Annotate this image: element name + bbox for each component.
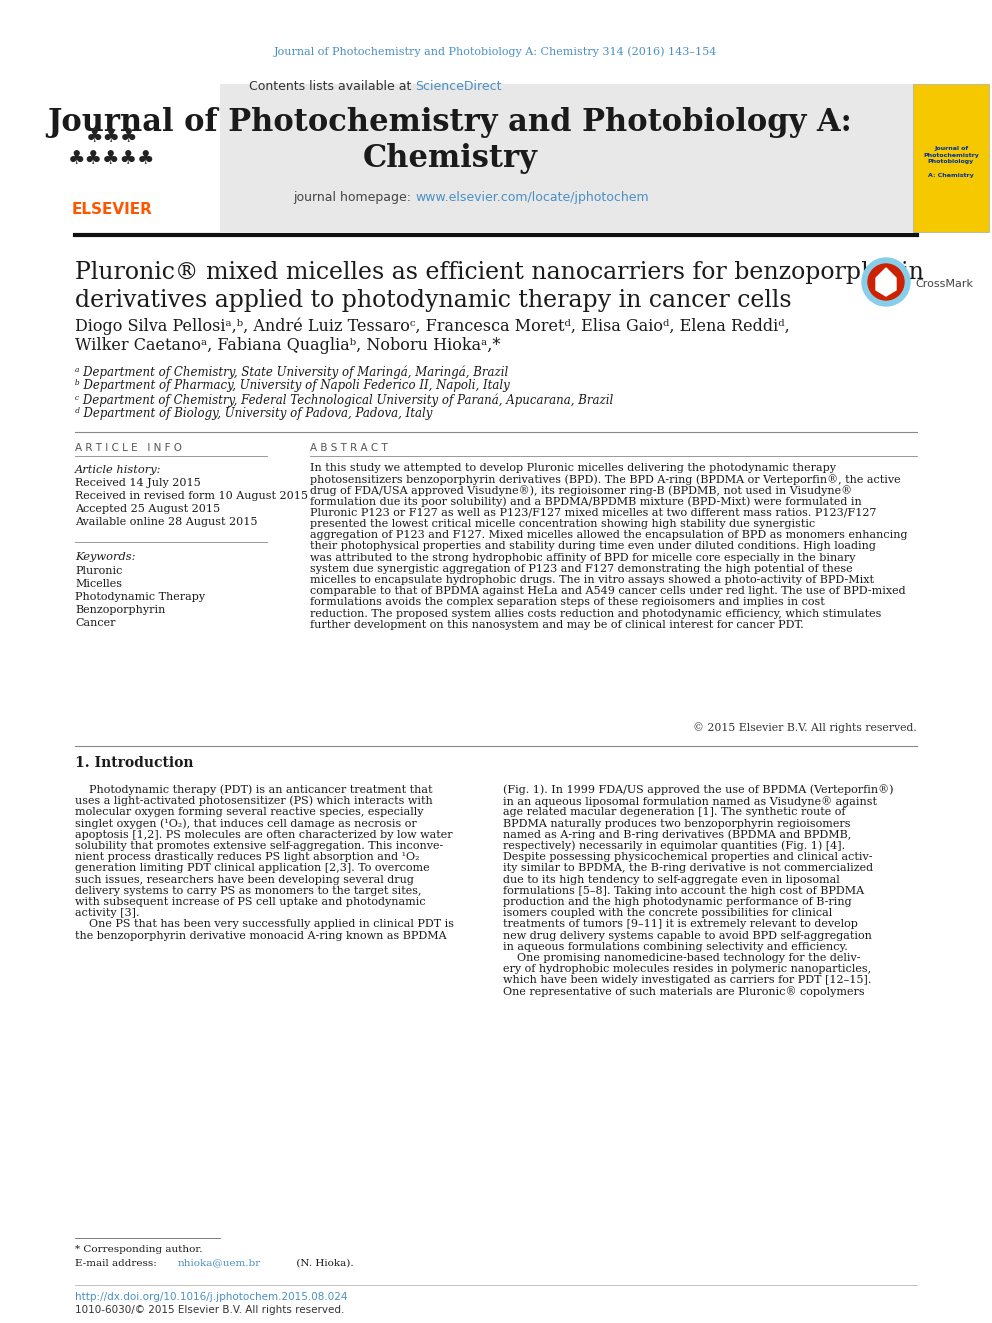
Text: Article history:: Article history: (75, 464, 162, 475)
Text: was attributed to the strong hydrophobic affinity of BPD for micelle core especi: was attributed to the strong hydrophobic… (310, 553, 855, 562)
Text: treatments of tumors [9–11] it is extremely relevant to develop: treatments of tumors [9–11] it is extrem… (503, 919, 858, 929)
Text: (Fig. 1). In 1999 FDA/US approved the use of BPDMA (Verteporfin®): (Fig. 1). In 1999 FDA/US approved the us… (503, 785, 894, 795)
Text: derivatives applied to photodynamic therapy in cancer cells: derivatives applied to photodynamic ther… (75, 288, 792, 311)
Text: the benzoporphyrin derivative monoacid A-ring known as BPDMA: the benzoporphyrin derivative monoacid A… (75, 930, 446, 941)
Text: with subsequent increase of PS cell uptake and photodynamic: with subsequent increase of PS cell upta… (75, 897, 426, 908)
Text: ᵈ Department of Biology, University of Padova, Padova, Italy: ᵈ Department of Biology, University of P… (75, 407, 433, 421)
Text: Diogo Silva Pellosiᵃ,ᵇ, André Luiz Tessaroᶜ, Francesca Moretᵈ, Elisa Gaioᵈ, Elen: Diogo Silva Pellosiᵃ,ᵇ, André Luiz Tessa… (75, 318, 790, 335)
Text: ity similar to BPDMA, the B-ring derivative is not commercialized: ity similar to BPDMA, the B-ring derivat… (503, 864, 873, 873)
Text: singlet oxygen (¹O₂), that induces cell damage as necrosis or: singlet oxygen (¹O₂), that induces cell … (75, 819, 417, 830)
Text: nient process drastically reduces PS light absorption and ¹O₂: nient process drastically reduces PS lig… (75, 852, 420, 863)
Text: CrossMark: CrossMark (915, 279, 973, 288)
Text: One PS that has been very successfully applied in clinical PDT is: One PS that has been very successfully a… (75, 919, 454, 929)
Text: formulation due its poor solubility) and a BPDMA/BPDMB mixture (BPD-Mixt) were f: formulation due its poor solubility) and… (310, 496, 862, 507)
Text: isomers coupled with the concrete possibilities for clinical: isomers coupled with the concrete possib… (503, 908, 832, 918)
Text: comparable to that of BPDMA against HeLa and A549 cancer cells under red light. : comparable to that of BPDMA against HeLa… (310, 586, 906, 597)
Text: solubility that promotes extensive self-aggregation. This inconve-: solubility that promotes extensive self-… (75, 841, 443, 851)
Text: further development on this nanosystem and may be of clinical interest for cance: further development on this nanosystem a… (310, 619, 804, 630)
Text: Received in revised form 10 August 2015: Received in revised form 10 August 2015 (75, 491, 308, 501)
Text: age related macular degeneration [1]. The synthetic route of: age related macular degeneration [1]. Th… (503, 807, 845, 818)
Text: ᵃ Department of Chemistry, State University of Maringá, Maringá, Brazil: ᵃ Department of Chemistry, State Univers… (75, 365, 508, 378)
Text: http://dx.doi.org/10.1016/j.jphotochem.2015.08.024: http://dx.doi.org/10.1016/j.jphotochem.2… (75, 1293, 347, 1302)
Text: molecular oxygen forming several reactive species, especially: molecular oxygen forming several reactiv… (75, 807, 424, 818)
Text: formulations [5–8]. Taking into account the high cost of BPDMA: formulations [5–8]. Taking into account … (503, 886, 864, 896)
Text: One promising nanomedicine-based technology for the deliv-: One promising nanomedicine-based technol… (503, 953, 860, 963)
Text: new drug delivery systems capable to avoid BPD self-aggregation: new drug delivery systems capable to avo… (503, 930, 872, 941)
Text: uses a light-activated photosensitizer (PS) which interacts with: uses a light-activated photosensitizer (… (75, 796, 433, 807)
Text: formulations avoids the complex separation steps of these regioisomers and impli: formulations avoids the complex separati… (310, 598, 824, 607)
Circle shape (862, 258, 910, 306)
Text: in aqueous formulations combining selectivity and efficiency.: in aqueous formulations combining select… (503, 942, 848, 951)
Text: respectively) necessarily in equimolar quantities (Fig. 1) [4].: respectively) necessarily in equimolar q… (503, 840, 845, 851)
Text: Chemistry: Chemistry (362, 143, 538, 173)
Text: activity [3].: activity [3]. (75, 908, 140, 918)
Text: such issues, researchers have been developing several drug: such issues, researchers have been devel… (75, 875, 414, 885)
Text: delivery systems to carry PS as monomers to the target sites,: delivery systems to carry PS as monomers… (75, 886, 422, 896)
Text: reduction. The proposed system allies costs reduction and photodynamic efficienc: reduction. The proposed system allies co… (310, 609, 881, 619)
Text: presented the lowest critical micelle concentration showing high stability due s: presented the lowest critical micelle co… (310, 519, 815, 529)
Bar (75, 83, 220, 232)
Text: generation limiting PDT clinical application [2,3]. To overcome: generation limiting PDT clinical applica… (75, 864, 430, 873)
Text: © 2015 Elsevier B.V. All rights reserved.: © 2015 Elsevier B.V. All rights reserved… (693, 722, 917, 733)
Text: Pluronic P123 or F127 as well as P123/F127 mixed micelles at two different mass : Pluronic P123 or F127 as well as P123/F1… (310, 508, 877, 517)
Text: Available online 28 August 2015: Available online 28 August 2015 (75, 517, 258, 527)
Text: their photophysical properties and stability during time even under diluted cond: their photophysical properties and stabi… (310, 541, 876, 552)
Text: Journal of Photochemistry and Photobiology A:: Journal of Photochemistry and Photobiolo… (48, 107, 852, 139)
Text: ELSEVIER: ELSEVIER (71, 202, 153, 217)
Text: aggregation of P123 and F127. Mixed micelles allowed the encapsulation of BPD as: aggregation of P123 and F127. Mixed mice… (310, 531, 908, 540)
Text: named as A-ring and B-ring derivatives (BPDMA and BPDMB,: named as A-ring and B-ring derivatives (… (503, 830, 851, 840)
Text: A R T I C L E   I N F O: A R T I C L E I N F O (75, 443, 182, 452)
Text: Journal of Photochemistry and Photobiology A: Chemistry 314 (2016) 143–154: Journal of Photochemistry and Photobiolo… (275, 46, 717, 57)
Text: Wilker Caetanoᵃ, Fabiana Quagliaᵇ, Noboru Hiokaᵃ,*: Wilker Caetanoᵃ, Fabiana Quagliaᵇ, Nobor… (75, 337, 500, 355)
Text: micelles to encapsulate hydrophobic drugs. The in vitro assays showed a photo-ac: micelles to encapsulate hydrophobic drug… (310, 576, 874, 585)
Text: * Corresponding author.: * Corresponding author. (75, 1245, 202, 1254)
Text: due to its high tendency to self-aggregate even in liposomal: due to its high tendency to self-aggrega… (503, 875, 840, 885)
Text: 1010-6030/© 2015 Elsevier B.V. All rights reserved.: 1010-6030/© 2015 Elsevier B.V. All right… (75, 1304, 344, 1315)
Text: ᵇ Department of Pharmacy, University of Napoli Federico II, Napoli, Italy: ᵇ Department of Pharmacy, University of … (75, 380, 510, 393)
Text: Photodynamic therapy (PDT) is an anticancer treatment that: Photodynamic therapy (PDT) is an antican… (75, 785, 433, 795)
Text: Pluronic: Pluronic (75, 566, 122, 576)
Text: Received 14 July 2015: Received 14 July 2015 (75, 478, 200, 488)
Text: Journal of
Photochemistry
Photobiology

A: Chemistry: Journal of Photochemistry Photobiology A… (924, 147, 979, 177)
Text: Keywords:: Keywords: (75, 552, 136, 562)
Text: system due synergistic aggregation of P123 and F127 demonstrating the high poten: system due synergistic aggregation of P1… (310, 564, 853, 574)
Text: Contents lists available at: Contents lists available at (249, 81, 415, 94)
Text: ery of hydrophobic molecules resides in polymeric nanoparticles,: ery of hydrophobic molecules resides in … (503, 964, 871, 974)
Text: journal homepage:: journal homepage: (293, 191, 415, 204)
Text: which have been widely investigated as carriers for PDT [12–15].: which have been widely investigated as c… (503, 975, 871, 986)
Text: BPDMA naturally produces two benzoporphyrin regioisomers: BPDMA naturally produces two benzoporphy… (503, 819, 850, 828)
Text: One representative of such materials are Pluronic® copolymers: One representative of such materials are… (503, 986, 865, 998)
Text: ᶜ Department of Chemistry, Federal Technological University of Paraná, Apucarana: ᶜ Department of Chemistry, Federal Techn… (75, 393, 613, 406)
Text: Photodynamic Therapy: Photodynamic Therapy (75, 591, 205, 602)
Text: Despite possessing physicochemical properties and clinical activ-: Despite possessing physicochemical prope… (503, 852, 873, 863)
Text: E-mail address:: E-mail address: (75, 1258, 160, 1267)
Text: apoptosis [1,2]. PS molecules are often characterized by low water: apoptosis [1,2]. PS molecules are often … (75, 830, 452, 840)
Text: production and the high photodynamic performance of B-ring: production and the high photodynamic per… (503, 897, 851, 908)
Text: www.elsevier.com/locate/jphotochem: www.elsevier.com/locate/jphotochem (415, 191, 649, 204)
Circle shape (868, 265, 904, 300)
Bar (75, 83, 917, 232)
Text: ScienceDirect: ScienceDirect (415, 81, 502, 94)
Text: ♣♣♣
♣♣♣♣♣: ♣♣♣ ♣♣♣♣♣ (68, 127, 156, 168)
Text: A B S T R A C T: A B S T R A C T (310, 443, 388, 452)
Text: drug of FDA/USA approved Visudyne®), its regioisomer ring-B (BPDMB, not used in : drug of FDA/USA approved Visudyne®), its… (310, 486, 852, 496)
Text: In this study we attempted to develop Pluronic micelles delivering the photodyna: In this study we attempted to develop Pl… (310, 463, 836, 474)
Text: Pluronic® mixed micelles as efficient nanocarriers for benzoporphyrin: Pluronic® mixed micelles as efficient na… (75, 261, 924, 283)
Text: Benzoporphyrin: Benzoporphyrin (75, 605, 166, 615)
Bar (913, 83, 989, 232)
Text: Accepted 25 August 2015: Accepted 25 August 2015 (75, 504, 220, 515)
Text: photosensitizers benzoporphyrin derivatives (BPD). The BPD A-ring (BPDMA or Vert: photosensitizers benzoporphyrin derivati… (310, 474, 901, 484)
Text: 1. Introduction: 1. Introduction (75, 755, 193, 770)
Text: Cancer: Cancer (75, 618, 115, 628)
Polygon shape (876, 269, 896, 296)
Text: nhioka@uem.br: nhioka@uem.br (178, 1258, 261, 1267)
Text: (N. Hioka).: (N. Hioka). (293, 1258, 353, 1267)
Text: Micelles: Micelles (75, 579, 122, 589)
Text: in an aqueous liposomal formulation named as Visudyne® against: in an aqueous liposomal formulation name… (503, 796, 877, 807)
